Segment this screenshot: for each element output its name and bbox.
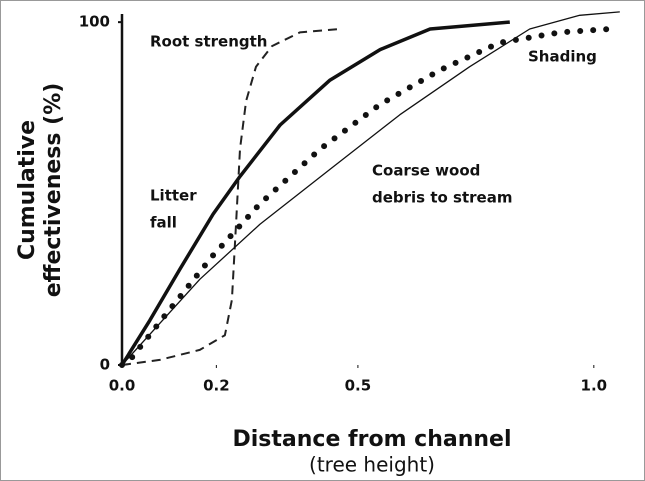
y-tick-label: 0 xyxy=(100,356,110,374)
x-tick-label: 0.5 xyxy=(345,377,372,395)
annotation: Shading xyxy=(528,48,597,66)
annotation: Litter xyxy=(150,187,197,205)
x-tick-label: 1.0 xyxy=(581,377,608,395)
y-axis-title-line: Cumulative xyxy=(15,120,40,260)
x-tick-label: 0.0 xyxy=(109,377,136,395)
annotation: debris to stream xyxy=(372,189,512,207)
annotation: Coarse wood xyxy=(372,162,480,180)
series-line xyxy=(120,20,510,366)
x-tick-label: 0.2 xyxy=(203,377,230,395)
annotation: Root strength xyxy=(150,33,268,51)
y-tick-label: 100 xyxy=(79,13,110,31)
series-line xyxy=(119,26,613,368)
series-line xyxy=(121,11,620,366)
series-line xyxy=(121,28,341,366)
x-axis-title: Distance from channel xyxy=(233,427,512,452)
x-axis-subtitle: (tree height) xyxy=(309,453,435,477)
y-axis-title: Cumulative effectiveness (%) xyxy=(15,83,66,298)
y-axis-title-line: effectiveness (%) xyxy=(41,83,66,298)
annotation: fall xyxy=(150,214,177,232)
